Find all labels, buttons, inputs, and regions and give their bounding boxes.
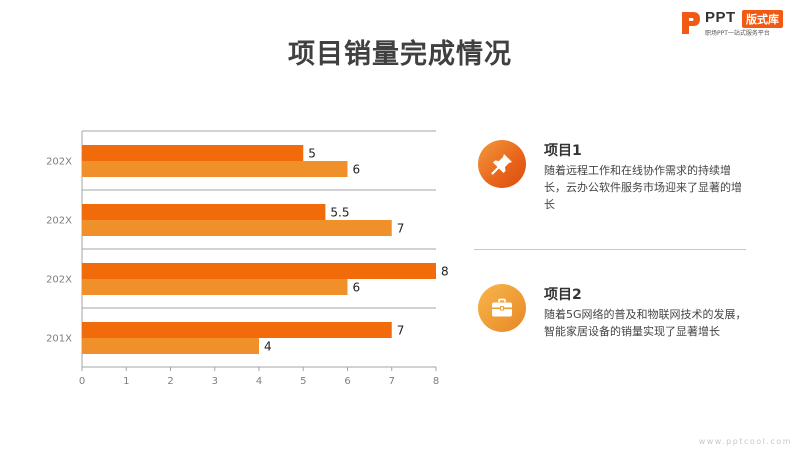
- x-tick-label: 1: [123, 376, 129, 387]
- y-category-label: 201X: [46, 334, 72, 345]
- y-category-label: 202X: [46, 216, 72, 227]
- item-1-heading: 项目1: [544, 143, 582, 159]
- data-label: 6: [353, 281, 361, 295]
- logo-icon: [682, 12, 700, 34]
- data-label: 7: [397, 222, 405, 236]
- x-tick-label: 6: [344, 376, 350, 387]
- logo-tagline: 职场PPT一站式服务平台: [705, 30, 770, 37]
- y-category-label: 202X: [46, 157, 72, 168]
- logo-badge: 版式库: [742, 10, 783, 28]
- x-tick-label: 7: [389, 376, 395, 387]
- x-tick-label: 3: [212, 376, 218, 387]
- bar: [82, 322, 392, 338]
- page-title: 项目销量完成情况: [288, 39, 512, 70]
- bar: [82, 279, 348, 295]
- data-label: 6: [353, 163, 361, 177]
- bar: [82, 338, 259, 354]
- logo-ppt-text: PPT: [705, 9, 736, 26]
- x-tick-label: 4: [256, 376, 262, 387]
- x-tick-label: 8: [433, 376, 439, 387]
- brand-logo: PPT 版式库 职场PPT一站式服务平台: [680, 8, 795, 38]
- item-1-description: 随着远程工作和在线协作需求的持续增长，云办公软件服务市场迎来了显著的增长: [544, 164, 742, 211]
- item-2-badge: [478, 284, 526, 332]
- item-2-description: 随着5G网络的普及和物联网技术的发展，智能家居设备的销量实现了显著增长: [544, 308, 747, 338]
- bar: [82, 145, 304, 161]
- data-label: 5: [308, 147, 316, 161]
- y-category-label: 202X: [46, 275, 72, 286]
- pushpin-icon: [491, 154, 512, 175]
- bar: [82, 263, 436, 279]
- x-tick-label: 5: [300, 376, 306, 387]
- bar: [82, 161, 348, 177]
- data-label: 4: [264, 340, 272, 354]
- x-tick-label: 0: [79, 376, 85, 387]
- x-tick-label: 2: [167, 376, 173, 387]
- data-label: 5.5: [330, 206, 349, 220]
- bar: [82, 220, 392, 236]
- watermark: www.pptcool.com: [698, 437, 792, 446]
- bar: [82, 204, 326, 220]
- item-2-heading: 项目2: [544, 287, 582, 303]
- divider: [474, 249, 746, 250]
- briefcase-icon: [492, 298, 512, 317]
- data-label: 7: [397, 324, 405, 338]
- data-label: 8: [441, 265, 449, 279]
- item-1-badge: [478, 140, 526, 188]
